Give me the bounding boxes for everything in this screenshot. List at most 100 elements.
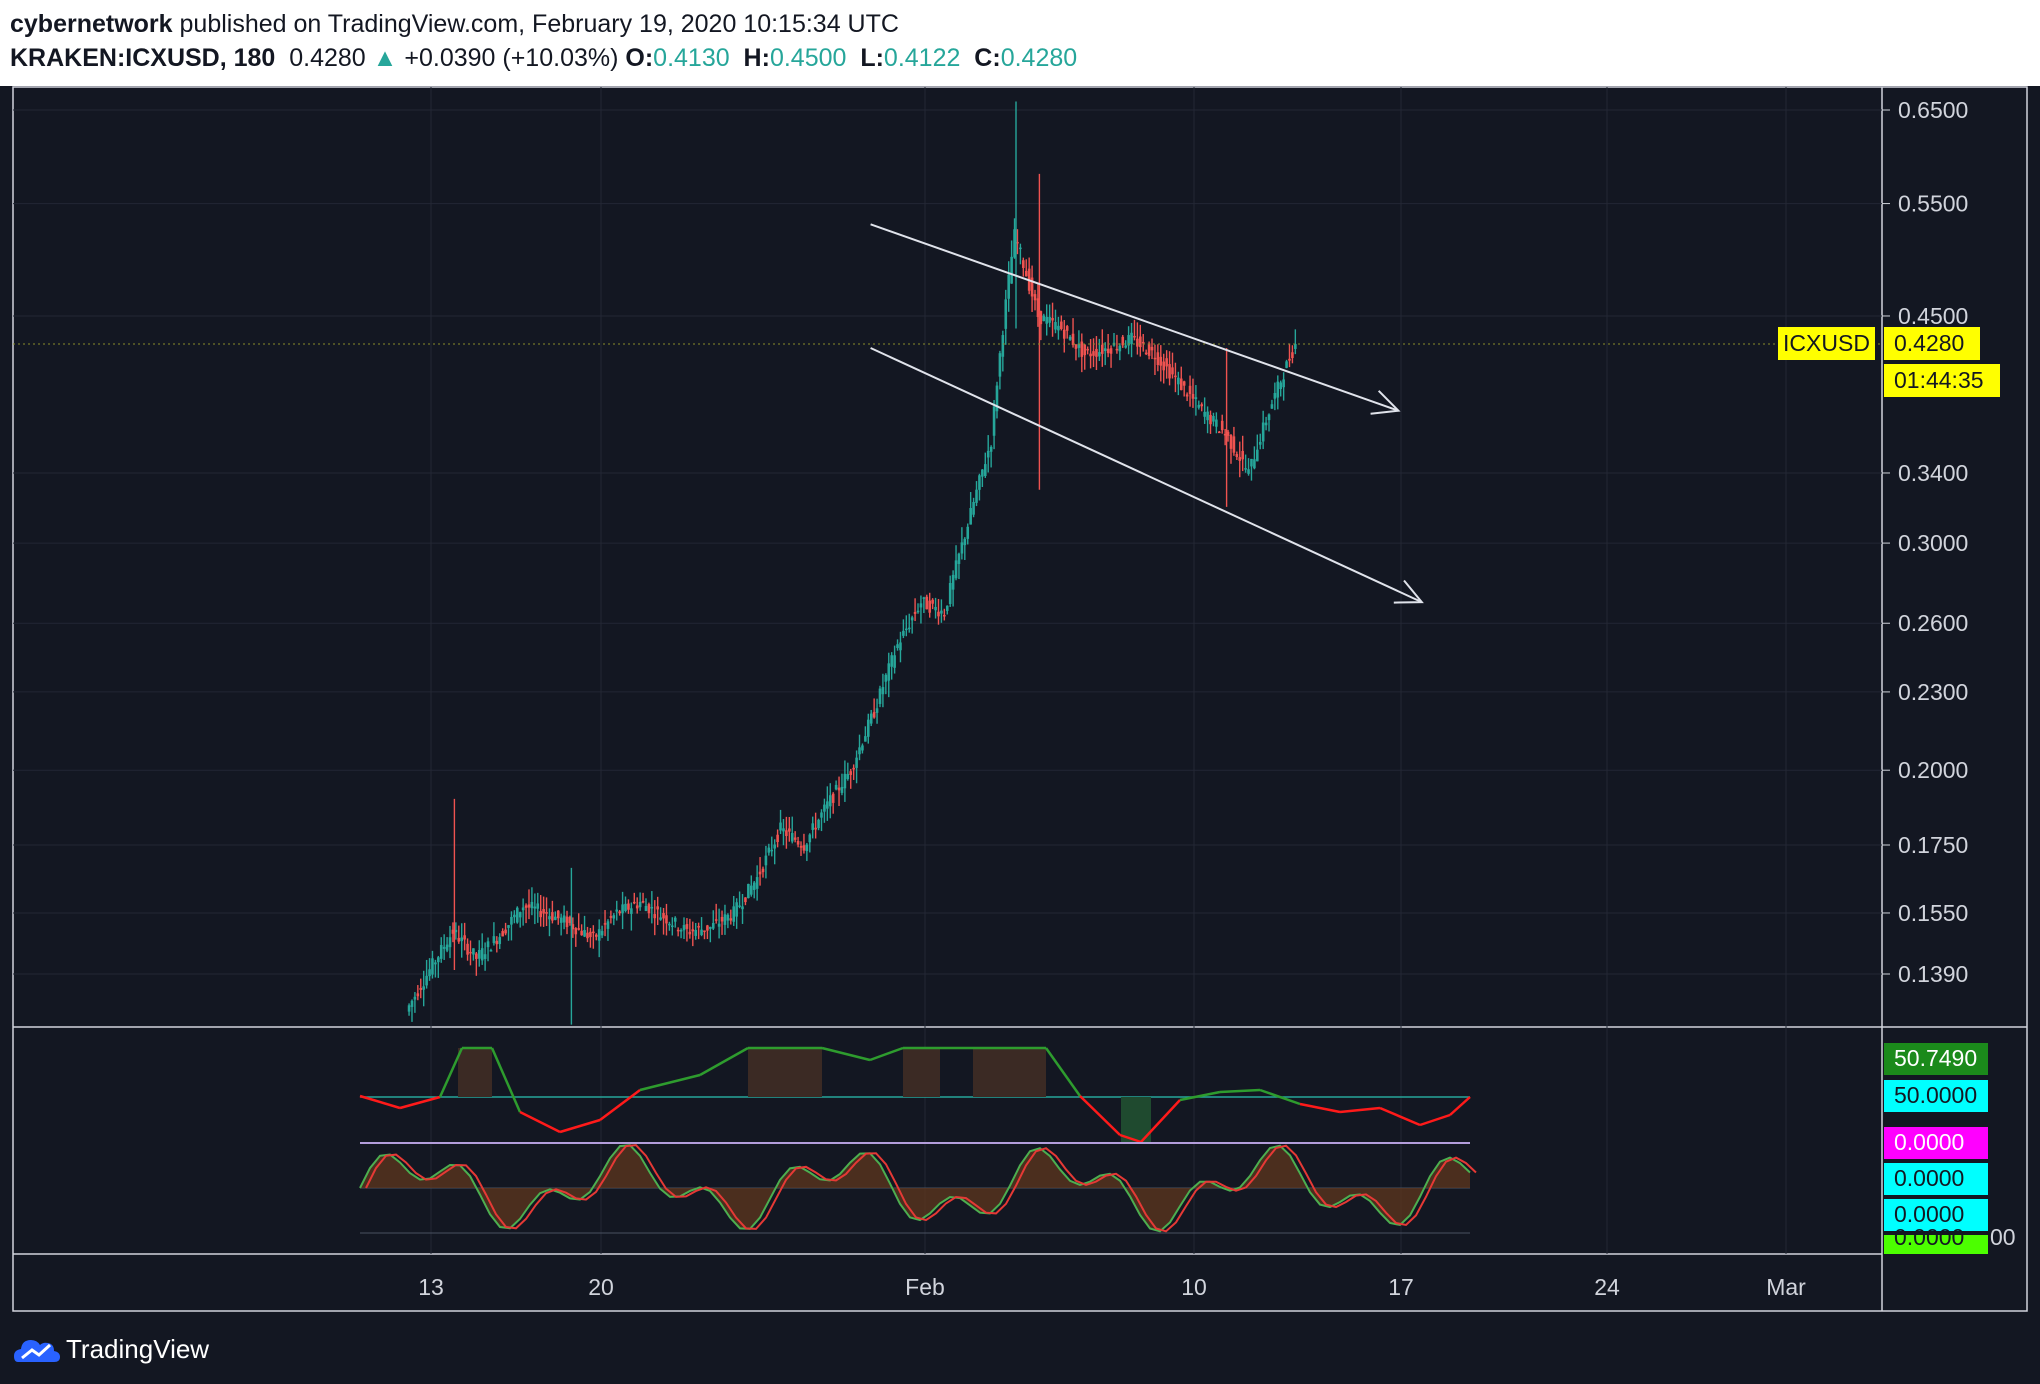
candle-body: [495, 940, 499, 945]
candle-body: [837, 787, 841, 791]
publish-info: published on TradingView.com, February 1…: [179, 10, 899, 38]
candle-body: [562, 915, 566, 923]
candle-body: [1060, 321, 1063, 330]
rsi-line-segment: [599, 1089, 641, 1121]
candle-body: [799, 845, 803, 848]
candle-body: [1147, 343, 1151, 356]
indicator-tag-4-text: 0.0000: [1894, 1201, 1964, 1227]
indicator-tag-1-box: [1884, 1080, 1988, 1112]
candle-body: [922, 597, 926, 599]
candle-body: [1054, 321, 1057, 330]
candle-body: [875, 708, 879, 713]
candle-body: [1103, 348, 1107, 351]
candle-body: [632, 901, 636, 904]
candle-body: [864, 736, 867, 742]
candle-body: [1282, 379, 1285, 388]
author-name[interactable]: cybernetwork: [10, 10, 173, 38]
candle-body: [571, 924, 575, 930]
rsi-line-segment: [519, 1110, 561, 1134]
candle-body: [694, 929, 698, 936]
candle-body: [597, 929, 601, 941]
candle-body: [817, 819, 820, 829]
countdown-tag-box: [1884, 364, 2000, 397]
time-axis: 13 20 Feb 10 17 24 Mar: [418, 1274, 1806, 1300]
candle-body: [1150, 346, 1154, 351]
candle-body: [1098, 352, 1101, 357]
candle-body: [1077, 343, 1081, 348]
symbol-label[interactable]: KRAKEN:ICXUSD, 180: [10, 44, 276, 72]
candle-body: [1156, 352, 1160, 366]
candle-body: [1109, 348, 1113, 354]
candle-body: [600, 931, 604, 936]
rsi-line-segment: [1044, 1047, 1082, 1097]
candle-body: [592, 931, 595, 934]
candle-body: [1159, 356, 1163, 366]
candle-body: [840, 786, 844, 793]
publish-line: cybernetwork published on TradingView.co…: [10, 10, 899, 39]
candle-body: [501, 931, 504, 937]
rsi-line-segment: [399, 1095, 441, 1110]
candle-body: [1241, 450, 1244, 460]
rsi-overbought-zone: [903, 1048, 940, 1097]
candle-body: [861, 745, 864, 751]
low-value: 0.4122: [883, 44, 961, 72]
candle-body: [790, 833, 794, 842]
osc-area-overlay: [360, 1145, 1470, 1232]
candle-body: [776, 834, 779, 843]
candle-body: [849, 771, 853, 775]
candle-body: [1261, 422, 1265, 442]
candle-body: [1130, 332, 1133, 345]
candle-body: [767, 847, 771, 853]
candle-body: [934, 606, 937, 611]
candle-body: [472, 948, 475, 955]
candle-body: [1004, 299, 1008, 329]
candle-body: [1133, 335, 1136, 338]
candle-body: [881, 687, 885, 695]
candle-body: [1273, 393, 1277, 399]
candle-body: [431, 958, 434, 975]
candle-body: [1106, 348, 1110, 354]
candle-body: [916, 610, 920, 613]
candle-body: [981, 469, 984, 477]
tradingview-brand[interactable]: TradingView: [66, 1334, 210, 1364]
candle-body: [615, 909, 619, 912]
candle-body: [814, 827, 817, 830]
channel-lines[interactable]: [870, 223, 1424, 604]
candle-body: [1071, 333, 1075, 346]
candle-body: [711, 922, 715, 929]
price-tag-box: [1884, 327, 1980, 360]
candle-body: [910, 617, 914, 621]
candle-body: [410, 1000, 414, 1007]
candle-body: [612, 915, 616, 919]
candle-body: [1276, 381, 1280, 398]
candle-body: [428, 969, 431, 977]
price-tick-label: 0.3000: [1898, 530, 1968, 556]
candle-body: [577, 928, 581, 930]
candle-body: [697, 926, 700, 928]
price-tick-label: 0.1390: [1898, 961, 1968, 987]
time-tick-label: Feb: [905, 1274, 945, 1300]
candle-body: [507, 925, 510, 928]
rsi-line-segment: [699, 1046, 749, 1077]
candle-body: [480, 948, 484, 961]
candle-body: [741, 906, 744, 910]
indicator-tag-4-box: [1884, 1199, 1988, 1231]
candle-body: [834, 784, 838, 790]
osc-slow-line: [365, 1144, 1477, 1233]
candle-body: [1203, 411, 1206, 417]
candle-body: [668, 923, 671, 926]
candle-body: [673, 917, 677, 922]
candle-body: [811, 823, 815, 830]
candle-body: [688, 931, 692, 935]
price-tick-label: 0.1550: [1898, 900, 1968, 926]
candle-body: [1045, 316, 1049, 324]
open-value: 0.4130: [653, 44, 730, 72]
rsi-line-segment: [1219, 1088, 1261, 1094]
candle-body: [1174, 375, 1177, 378]
candle-body: [589, 931, 592, 938]
candle-body: [618, 911, 621, 914]
time-tick-label: 13: [418, 1274, 444, 1300]
candle-body: [682, 925, 686, 931]
rsi-line-segment: [559, 1118, 601, 1134]
